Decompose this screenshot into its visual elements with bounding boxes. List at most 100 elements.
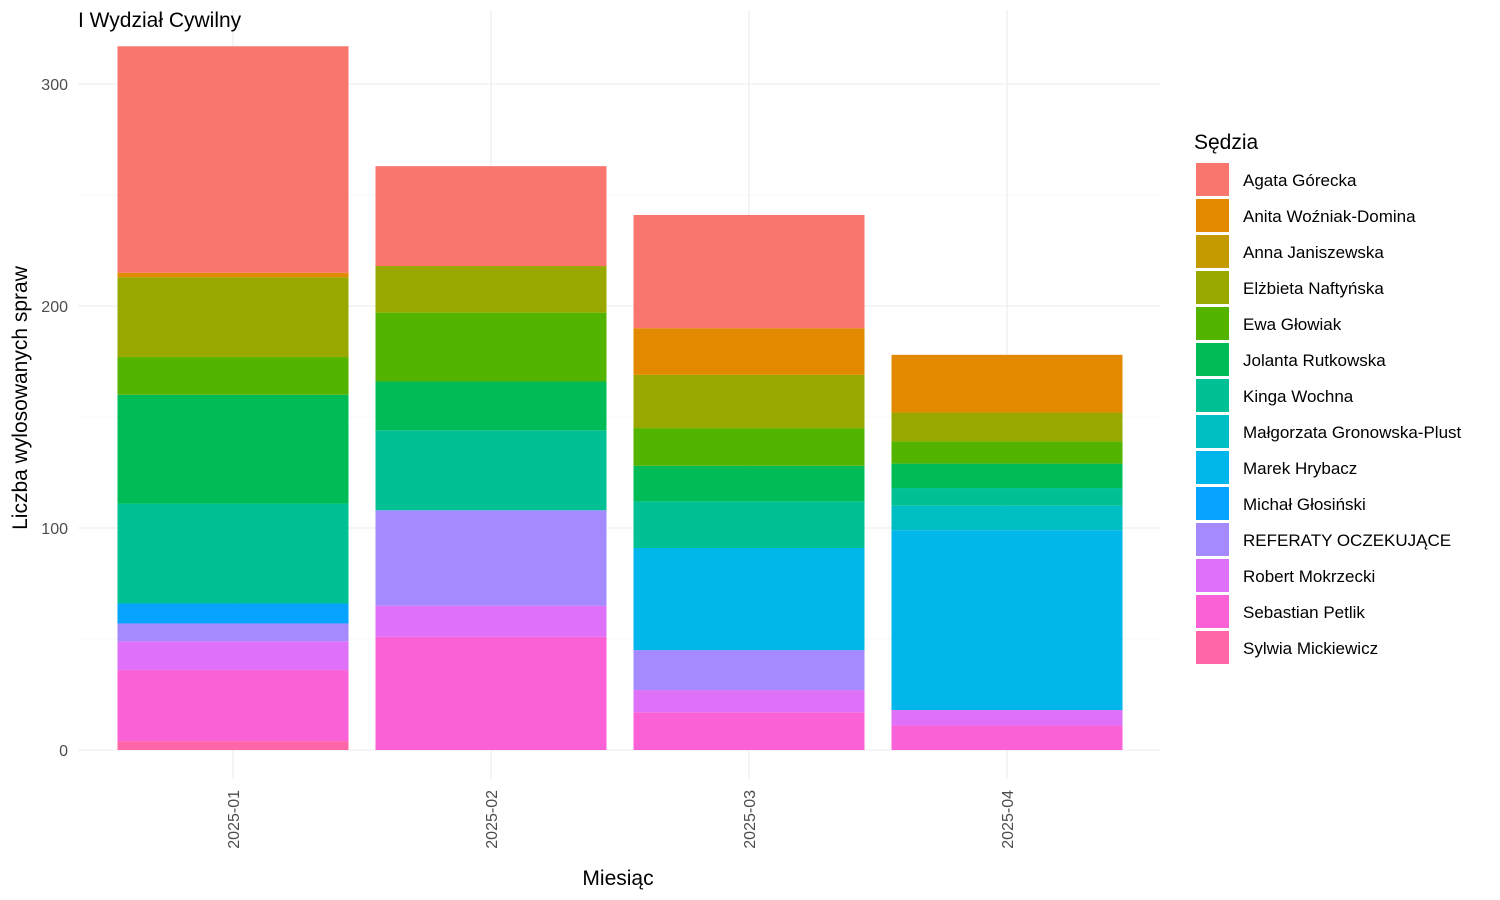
x-tick-label: 2025-03 (742, 790, 759, 849)
legend-label: Elżbieta Naftyńska (1243, 279, 1384, 298)
legend-label: Małgorzata Gronowska-Plust (1243, 423, 1462, 442)
chart-title: I Wydział Cywilny (78, 9, 242, 32)
bar-segment (117, 670, 349, 742)
bar-segment (117, 623, 349, 642)
legend-swatch (1196, 595, 1229, 628)
bar-segment (117, 603, 349, 624)
x-tick-label: 2025-02 (484, 790, 501, 849)
bar-segment (891, 505, 1123, 531)
legend-item: Marek Hrybacz (1196, 451, 1357, 484)
y-axis-ticks: 0 100 200 300 (41, 77, 68, 760)
legend-item: Robert Mokrzecki (1196, 559, 1375, 592)
bar-stack-2025-04 (891, 354, 1123, 750)
bar-segment (375, 381, 607, 431)
legend-item: Anita Woźniak-Domina (1196, 199, 1416, 232)
y-tick-label: 300 (41, 77, 68, 94)
legend-item: Sebastian Petlik (1196, 595, 1365, 628)
legend-item: Jolanta Rutkowska (1196, 343, 1386, 376)
bar-segment (633, 428, 865, 466)
bar-segment (891, 412, 1123, 442)
legend-label: Michał Głosiński (1243, 495, 1366, 514)
bar-segment (117, 272, 349, 278)
legend-label: Agata Górecka (1243, 171, 1357, 190)
bar-stack-2025-01 (117, 46, 349, 750)
bar-segment (117, 46, 349, 273)
legend-label: Anita Woźniak-Domina (1243, 207, 1416, 226)
bar-segment (117, 277, 349, 358)
legend-swatch (1196, 451, 1229, 484)
bar-segment (891, 463, 1123, 489)
legend-item: Ewa Głowiak (1196, 307, 1342, 340)
bar-segment (633, 465, 865, 502)
legend-item: Agata Górecka (1196, 163, 1357, 196)
legend-item: Michał Głosiński (1196, 487, 1366, 520)
legend-title: Sędzia (1194, 131, 1259, 154)
legend-item: Sylwia Mickiewicz (1196, 631, 1378, 664)
bar-stack-2025-02 (375, 166, 607, 750)
bar-segment (891, 354, 1123, 413)
bar-segment (117, 741, 349, 750)
bar-segment (633, 374, 865, 429)
legend-items: Agata Górecka Anita Woźniak-Domina Anna Ja… (1196, 163, 1462, 664)
legend-swatch (1196, 415, 1229, 448)
x-tick-label: 2025-01 (226, 790, 243, 849)
legend-item: Małgorzata Gronowska-Plust (1196, 415, 1462, 448)
legend-label: Kinga Wochna (1243, 387, 1354, 406)
legend-swatch (1196, 559, 1229, 592)
bar-segment (117, 394, 349, 504)
x-tick-label: 2025-04 (1000, 790, 1017, 849)
bar-segment (633, 690, 865, 713)
legend-swatch (1196, 523, 1229, 556)
legend-label: REFERATY OCZEKUJĄCE (1243, 531, 1451, 550)
legend-swatch (1196, 631, 1229, 664)
bar-segment (633, 501, 865, 548)
bar-segment (375, 430, 607, 511)
legend-swatch (1196, 343, 1229, 376)
bar-segment (375, 166, 607, 267)
x-axis-ticks: 2025-01 2025-02 2025-03 2025-04 (226, 790, 1017, 849)
legend-item: Kinga Wochna (1196, 379, 1354, 412)
bar-segment (375, 636, 607, 750)
bars (117, 46, 1123, 750)
bar-segment (633, 712, 865, 750)
bar-segment (633, 650, 865, 691)
bar-segment (633, 214, 865, 329)
y-tick-label: 200 (41, 299, 68, 316)
legend-swatch (1196, 235, 1229, 268)
bar-segment (633, 547, 865, 651)
bar-segment (375, 266, 607, 313)
bar-segment (891, 441, 1123, 464)
y-tick-label: 100 (41, 521, 68, 538)
legend-item: Elżbieta Naftyńska (1196, 271, 1384, 304)
bar-segment (117, 641, 349, 671)
y-axis-title: Liczba wylosowanych spraw (9, 265, 32, 530)
bar-segment (375, 510, 607, 606)
bar-segment (891, 488, 1123, 506)
legend-swatch (1196, 271, 1229, 304)
legend-label: Ewa Głowiak (1243, 315, 1342, 334)
bar-segment (633, 328, 865, 375)
bar-segment (117, 357, 349, 395)
bar-segment (891, 725, 1123, 750)
legend-label: Marek Hrybacz (1243, 459, 1357, 478)
legend-label: Jolanta Rutkowska (1243, 351, 1386, 370)
bar-segment (375, 605, 607, 637)
legend: Sędzia Agata Górecka Anita Woźniak-Domina… (1194, 131, 1462, 664)
x-axis-title: Miesiąc (582, 867, 653, 890)
legend-swatch (1196, 487, 1229, 520)
legend-item: REFERATY OCZEKUJĄCE (1196, 523, 1451, 556)
bar-segment (891, 710, 1123, 726)
legend-swatch (1196, 199, 1229, 232)
legend-label: Sylwia Mickiewicz (1243, 639, 1378, 658)
y-tick-label: 0 (59, 743, 68, 760)
legend-swatch (1196, 307, 1229, 340)
legend-swatch (1196, 379, 1229, 412)
bar-segment (891, 530, 1123, 711)
legend-swatch (1196, 163, 1229, 196)
legend-label: Robert Mokrzecki (1243, 567, 1375, 586)
legend-label: Anna Janiszewska (1243, 243, 1384, 262)
bar-segment (375, 312, 607, 382)
legend-label: Sebastian Petlik (1243, 603, 1365, 622)
bar-stack-2025-03 (633, 214, 865, 750)
